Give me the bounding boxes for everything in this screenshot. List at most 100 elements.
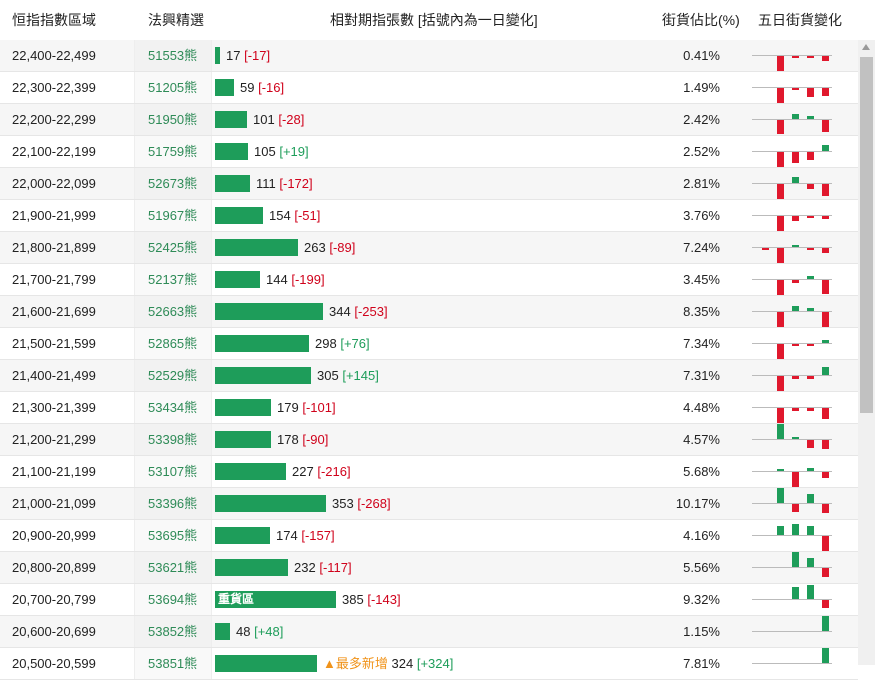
- bear-code-link[interactable]: 52865熊: [134, 328, 212, 359]
- table-row: 21,300-21,399 53434熊 179 [-101] 4.48%: [0, 392, 858, 424]
- change-value: [-253]: [354, 304, 388, 319]
- ratio-bar: [215, 175, 250, 192]
- bear-code-link[interactable]: 53852熊: [134, 616, 212, 647]
- sparkline-bar: [807, 526, 814, 535]
- sparkline-bar: [807, 152, 814, 160]
- count-value: 305: [317, 368, 339, 383]
- most-new-tag: ▲最多新增: [323, 656, 388, 671]
- table-row: 21,000-21,099 53396熊 353 [-268] 10.17%: [0, 488, 858, 520]
- ratio-bar: [215, 239, 298, 256]
- bear-code-link[interactable]: 53398熊: [134, 424, 212, 455]
- sparkline-bar: [807, 585, 814, 599]
- sparkline-bar: [822, 367, 829, 375]
- range-cell: 21,800-21,899: [12, 240, 96, 255]
- table-row: 21,200-21,299 53398熊 178 [-90] 4.57%: [0, 424, 858, 456]
- range-cell: 21,900-21,999: [12, 208, 96, 223]
- sparkline-bar: [807, 494, 814, 503]
- five-day-sparkline: [752, 488, 832, 519]
- bear-code-link[interactable]: 51553熊: [134, 40, 212, 71]
- vertical-scrollbar[interactable]: [858, 40, 875, 665]
- bear-code-link[interactable]: 52663熊: [134, 296, 212, 327]
- table-row: 20,700-20,799 53694熊 重貨區 385 [-143] 9.32%: [0, 584, 858, 616]
- bear-code-link[interactable]: 51967熊: [134, 200, 212, 231]
- count-value: 178: [277, 432, 299, 447]
- sparkline-bar: [807, 344, 814, 346]
- change-value: [-117]: [319, 560, 352, 575]
- scrollbar-thumb[interactable]: [860, 57, 873, 413]
- count-value: 174: [276, 528, 298, 543]
- table-row: 22,400-22,499 51553熊 17 [-17] 0.41%: [0, 40, 858, 72]
- sparkline-baseline: [752, 279, 832, 280]
- count-value: 263: [304, 240, 326, 255]
- ratio-value: 174 [-157]: [276, 520, 335, 551]
- ratio-bar: [215, 527, 270, 544]
- pct-cell: 7.81%: [683, 656, 720, 671]
- ratio-cell: 59 [-16]: [215, 72, 655, 103]
- ratio-value: 154 [-51]: [269, 200, 320, 231]
- ratio-bar: [215, 303, 323, 320]
- table-row: 21,800-21,899 52425熊 263 [-89] 7.24%: [0, 232, 858, 264]
- ratio-cell: 174 [-157]: [215, 520, 655, 551]
- range-cell: 20,900-20,999: [12, 528, 96, 543]
- header-bear: 法興精選: [148, 12, 204, 28]
- bear-code-link[interactable]: 52673熊: [134, 168, 212, 199]
- bear-code-link[interactable]: 53396熊: [134, 488, 212, 519]
- range-cell: 20,700-20,799: [12, 592, 96, 607]
- ratio-value: 105 [+19]: [254, 136, 309, 167]
- sparkline-bar: [822, 340, 829, 343]
- sparkline-bar: [822, 280, 829, 294]
- sparkline-baseline: [752, 599, 832, 600]
- heavy-zone-label: 重貨區: [218, 592, 255, 606]
- sparkline-baseline: [752, 151, 832, 152]
- change-value: [-28]: [278, 112, 305, 127]
- ratio-bar: [215, 47, 220, 64]
- sparkline-bar: [807, 216, 814, 218]
- ratio-bar: [215, 495, 326, 512]
- scroll-up-icon[interactable]: [862, 44, 870, 50]
- bear-code-link[interactable]: 52425熊: [134, 232, 212, 263]
- table-row: 20,600-20,699 53852熊 48 [+48] 1.15%: [0, 616, 858, 648]
- bear-code-link[interactable]: 52529熊: [134, 360, 212, 391]
- sparkline-bar: [792, 114, 799, 119]
- sparkline-baseline: [752, 375, 832, 376]
- bear-code-link[interactable]: 53621熊: [134, 552, 212, 583]
- bear-code-link[interactable]: 53694熊: [134, 584, 212, 615]
- sparkline-bar: [777, 280, 784, 295]
- sparkline-bar: [822, 648, 829, 663]
- ratio-value: 305 [+145]: [317, 360, 379, 391]
- pct-cell: 5.68%: [683, 464, 720, 479]
- count-value: 227: [292, 464, 314, 479]
- bear-code-link[interactable]: 51759熊: [134, 136, 212, 167]
- sparkline-baseline: [752, 87, 832, 88]
- ratio-cell: 重貨區 385 [-143]: [215, 584, 655, 615]
- ratio-value: 59 [-16]: [240, 72, 284, 103]
- five-day-sparkline: [752, 168, 832, 199]
- bear-code-link[interactable]: 52137熊: [134, 264, 212, 295]
- ratio-cell: 232 [-117]: [215, 552, 655, 583]
- count-value: 144: [266, 272, 288, 287]
- count-value: 324: [391, 656, 414, 671]
- bear-code-link[interactable]: 51205熊: [134, 72, 212, 103]
- sparkline-bar: [792, 56, 799, 58]
- ratio-cell: 144 [-199]: [215, 264, 655, 295]
- bear-code-link[interactable]: 53695熊: [134, 520, 212, 551]
- change-value: [-51]: [294, 208, 321, 223]
- table-body: 22,400-22,499 51553熊 17 [-17] 0.41% 22,300-2…: [0, 40, 858, 680]
- bear-code-link[interactable]: 53851熊: [134, 648, 212, 679]
- bear-code-link[interactable]: 51950熊: [134, 104, 212, 135]
- five-day-sparkline: [752, 328, 832, 359]
- bear-code-link[interactable]: 53434熊: [134, 392, 212, 423]
- five-day-sparkline: [752, 584, 832, 615]
- change-value: [-157]: [301, 528, 335, 543]
- ratio-cell: 305 [+145]: [215, 360, 655, 391]
- table-header: 恒指指數區域 法興精選 相對期指張數 [括號內為一日變化] 街貨佔比(%) 五日…: [0, 0, 858, 41]
- header-pct: 街貨佔比(%): [662, 12, 740, 28]
- pct-cell: 5.56%: [683, 560, 720, 575]
- sparkline-bar: [822, 184, 829, 196]
- change-value: [-89]: [329, 240, 356, 255]
- table-row: 21,400-21,499 52529熊 305 [+145] 7.31%: [0, 360, 858, 392]
- bear-code-link[interactable]: 53107熊: [134, 456, 212, 487]
- change-value: [-101]: [302, 400, 336, 415]
- sparkline-bar: [792, 280, 799, 283]
- pct-cell: 2.52%: [683, 144, 720, 159]
